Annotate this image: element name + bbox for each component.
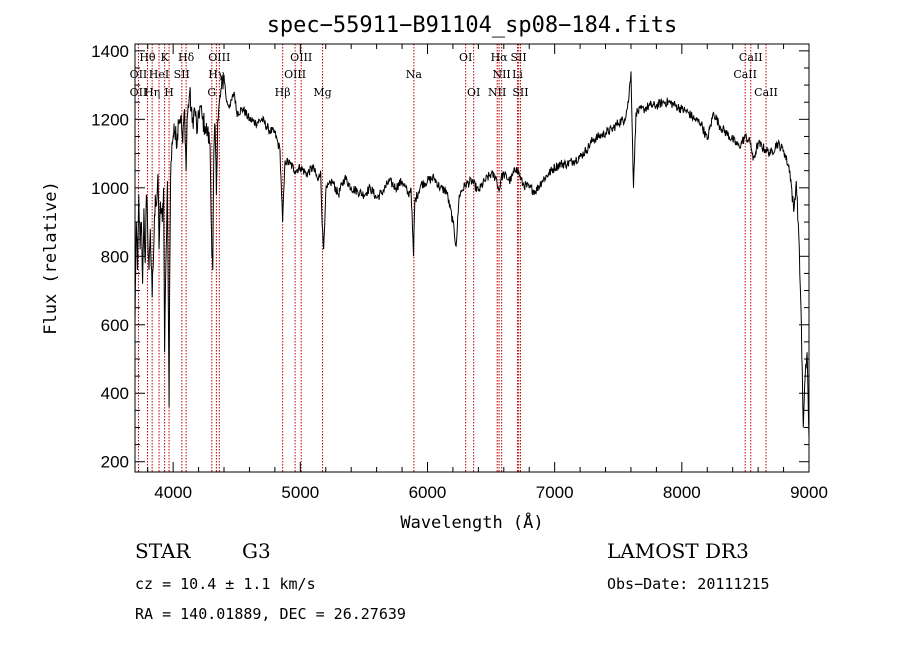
survey-name: LAMOST DR3 [607,539,749,563]
line-marker-label: Hβ [275,86,291,99]
chart-title: spec−55911−B91104_sp08−184.fits [267,13,678,38]
y-tick-label: 1200 [91,110,129,129]
object-class: STAR [135,539,191,563]
line-marker-label: CaII [754,86,778,99]
line-marker-label: CaII [733,68,757,81]
line-marker-label: H [164,86,174,99]
obs-date: Obs−Date: 20111215 [607,575,770,593]
coordinates: RA = 140.01889, DEC = 26.27639 [135,605,406,623]
spectrum-figure: spec−55911−B91104_sp08−184.fits Hθ OII OII… [0,0,900,649]
line-marker-label: Mg [313,86,331,99]
line-marker-label: NII [488,86,506,99]
y-tick-label: 1400 [91,42,129,61]
flux-series-line [135,71,809,437]
y-tick-label: 200 [101,453,129,472]
x-tick-label: 7000 [536,483,574,502]
x-tick-label: 4000 [154,483,192,502]
spectral-subclass: G3 [242,539,271,563]
line-marker-label: SII [512,86,528,99]
line-marker-label: OIII [208,51,230,64]
line-marker-label: OI [459,51,472,64]
line-marker-label: SII [174,68,190,81]
line-marker-label: SII [511,51,527,64]
line-marker-label: Li [512,68,523,81]
y-axis-ticks: 200 400 600 800 1000 1200 1400 [91,42,809,472]
line-marker-label: Hθ [139,51,156,64]
x-tick-label: 5000 [281,483,319,502]
x-tick-label: 9000 [790,483,828,502]
line-marker-label: Hα [491,51,509,64]
line-marker-label: NII [492,68,510,81]
line-marker-label: G [207,86,216,99]
line-marker-label: CaII [739,51,763,64]
y-tick-label: 800 [101,247,129,266]
line-markers [138,44,766,472]
x-tick-label: 6000 [409,483,447,502]
line-marker-label: Hδ [178,51,195,64]
redshift-text: cz = 10.4 ± 1.1 km/s [135,575,316,593]
line-marker-label: OIII [284,68,306,81]
x-axis-title: Wavelength (Å) [400,511,543,533]
line-marker-label: Hη [144,86,160,99]
y-tick-label: 600 [101,316,129,335]
line-marker-label: K [161,51,170,64]
line-marker-label: Na [406,68,423,81]
y-tick-label: 1000 [91,179,129,198]
y-tick-label: 400 [101,384,129,403]
line-marker-label: OI [467,86,480,99]
x-axis-ticks: 4000 5000 6000 7000 8000 9000 [148,44,828,502]
line-marker-label: OII [130,68,148,81]
line-marker-label: OIII [290,51,312,64]
y-axis-title: Flux (relative) [41,181,61,335]
line-marker-label: HeI [149,68,169,81]
x-tick-label: 8000 [663,483,701,502]
